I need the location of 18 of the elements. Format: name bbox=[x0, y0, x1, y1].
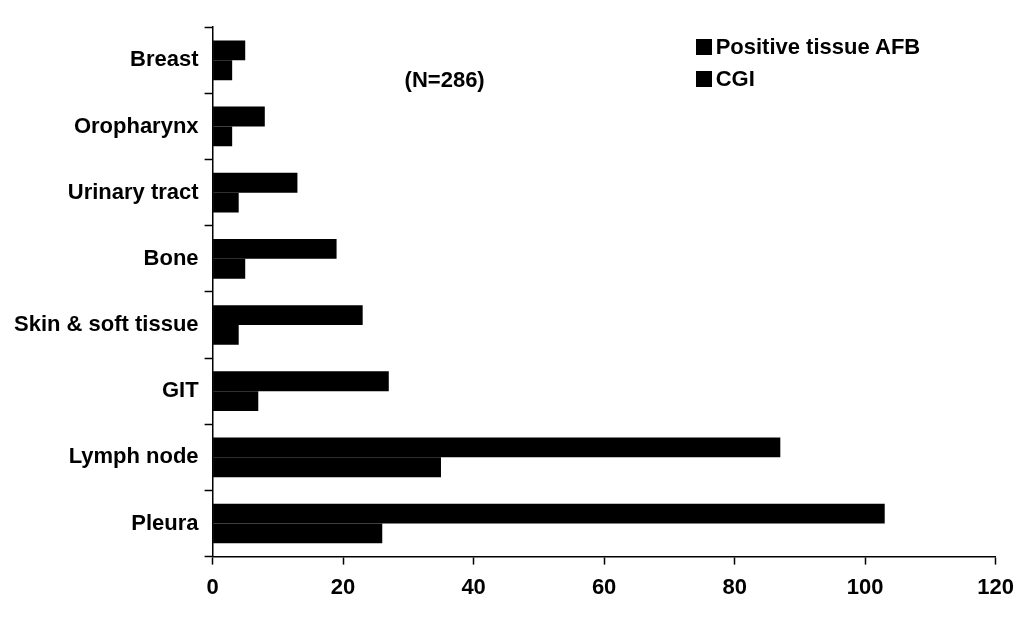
y-tick-label: Breast bbox=[130, 46, 200, 72]
y-tick-label: Urinary tract bbox=[67, 178, 200, 204]
x-tick-label: 120 bbox=[977, 573, 1015, 599]
y-tick-label: Bone bbox=[143, 244, 199, 270]
x-tick-label: 100 bbox=[846, 573, 884, 599]
y-tick-label: Skin & soft tissue bbox=[14, 311, 199, 337]
y-tick-label: Oropharynx bbox=[73, 112, 200, 138]
x-tick-label: 60 bbox=[591, 573, 617, 599]
legend-label: Positive tissue AFB bbox=[715, 33, 921, 62]
x-tick-label: 40 bbox=[461, 573, 486, 599]
legend-label: CGI bbox=[715, 65, 755, 94]
annotation: (N=286) bbox=[404, 67, 485, 94]
y-tick-label: Lymph node bbox=[68, 443, 199, 469]
y-tick-label: GIT bbox=[161, 377, 200, 403]
x-tick-label: 80 bbox=[722, 573, 747, 599]
x-tick-label: 20 bbox=[330, 573, 356, 599]
x-tick-label: 0 bbox=[206, 573, 219, 599]
y-tick-label: Pleura bbox=[131, 509, 200, 535]
